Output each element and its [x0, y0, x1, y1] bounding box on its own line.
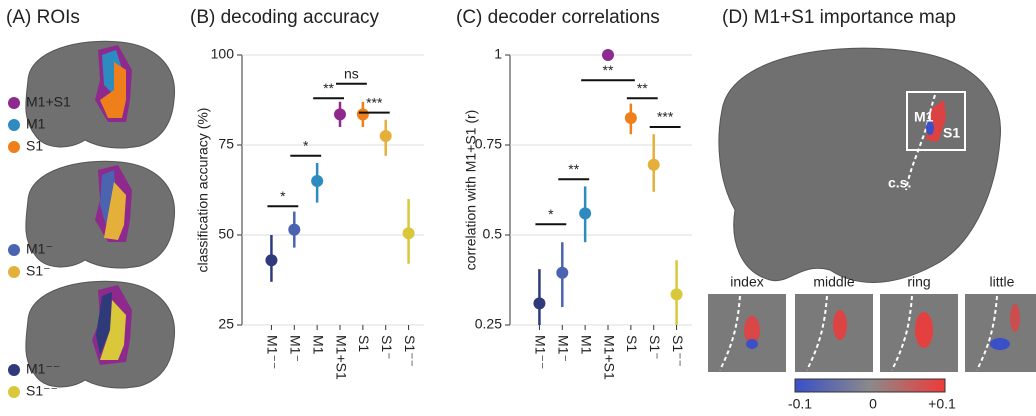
significance-label: *: [548, 206, 554, 222]
point: [356, 108, 369, 121]
legend-marker: [8, 266, 20, 278]
panel-title: (A) ROIs: [6, 7, 80, 28]
legend-marker: [8, 97, 20, 109]
legend-label: S1⁻⁻: [26, 383, 58, 399]
y-tick-label: 50: [218, 226, 234, 242]
colorbar-label: -0.1: [788, 396, 812, 412]
x-tick-label: S1⁻⁻: [402, 335, 418, 367]
significance-label: *: [280, 188, 286, 204]
point: [311, 175, 324, 187]
y-tick-label: 0.5: [483, 226, 503, 242]
y-tick-label: 75: [218, 136, 234, 152]
legend-label: M1⁻: [26, 241, 53, 257]
region-label: M1: [914, 109, 934, 125]
legend-marker: [8, 141, 20, 153]
point: [379, 130, 392, 142]
significance-label: **: [323, 80, 334, 96]
significance-label: **: [568, 161, 579, 177]
legend-marker: [8, 364, 20, 376]
finger-label: middle: [813, 274, 854, 290]
point: [402, 227, 415, 240]
x-tick-label: M1: [578, 335, 594, 355]
legend-marker: [8, 119, 20, 131]
legend-label: M1: [26, 116, 46, 132]
roi-legend: M1+S1 M1 S1 M1⁻ S1⁻ M1⁻⁻ S1⁻⁻: [8, 94, 71, 399]
importance-map: [708, 47, 1036, 393]
x-tick-label: M1+S1: [333, 335, 349, 380]
x-tick-label: S1: [624, 335, 640, 352]
region-label: S1: [943, 125, 960, 141]
x-tick-label: S1⁻: [379, 335, 395, 360]
significance-label: ***: [366, 94, 383, 110]
region-label: c.s.: [888, 175, 911, 191]
x-tick-label: M1⁻: [288, 335, 304, 362]
finger-label: little: [990, 274, 1015, 290]
y-axis-label: classification accuracy (%): [195, 108, 211, 273]
y-tick-label: 100: [211, 46, 235, 62]
legend-marker: [8, 244, 20, 256]
legend-marker: [8, 386, 20, 398]
chart-title: (B) decoding accuracy: [190, 7, 380, 28]
point: [288, 223, 301, 236]
y-tick-label: 0.25: [475, 316, 502, 332]
y-axis-label: correlation with M1+S1 (r): [463, 110, 479, 271]
legend-label: M1+S1: [26, 94, 71, 110]
x-tick-label: M1: [310, 335, 326, 355]
point: [647, 158, 660, 171]
x-tick-label: S1: [356, 335, 372, 352]
point: [624, 112, 637, 124]
y-tick-label: 1: [494, 46, 502, 62]
point: [265, 254, 278, 267]
x-tick-label: S1⁻: [647, 335, 663, 360]
x-tick-label: S1⁻⁻: [670, 335, 686, 367]
legend-label: S1⁻: [26, 263, 51, 279]
colorbar-label: 0: [869, 396, 877, 412]
significance-label: ***: [657, 109, 674, 125]
y-tick-label: 0.75: [475, 136, 502, 152]
point: [334, 108, 346, 121]
brain-images: [25, 40, 176, 389]
point: [579, 207, 592, 220]
finger-label: ring: [907, 274, 930, 290]
x-tick-label: M1⁻⁻: [533, 335, 549, 369]
x-tick-label: M1+S1: [601, 335, 617, 380]
legend-label: M1⁻⁻: [26, 361, 60, 377]
chart-title: (C) decoder correlations: [456, 7, 660, 28]
point: [670, 288, 683, 301]
significance-label: *: [303, 138, 309, 154]
significance-label: **: [603, 62, 614, 78]
point: [602, 49, 614, 61]
x-tick-label: M1⁻: [556, 335, 572, 362]
x-tick-label: M1⁻⁻: [265, 335, 281, 369]
legend-label: S1: [26, 138, 43, 154]
point: [556, 266, 569, 279]
colorbar-label: +0.1: [928, 396, 956, 412]
finger-label: index: [730, 274, 763, 290]
panel-title: (D) M1+S1 importance map: [722, 7, 956, 28]
y-tick-label: 25: [218, 316, 234, 332]
significance-label: **: [637, 80, 648, 96]
point: [533, 297, 546, 310]
significance-label: ns: [344, 66, 359, 82]
